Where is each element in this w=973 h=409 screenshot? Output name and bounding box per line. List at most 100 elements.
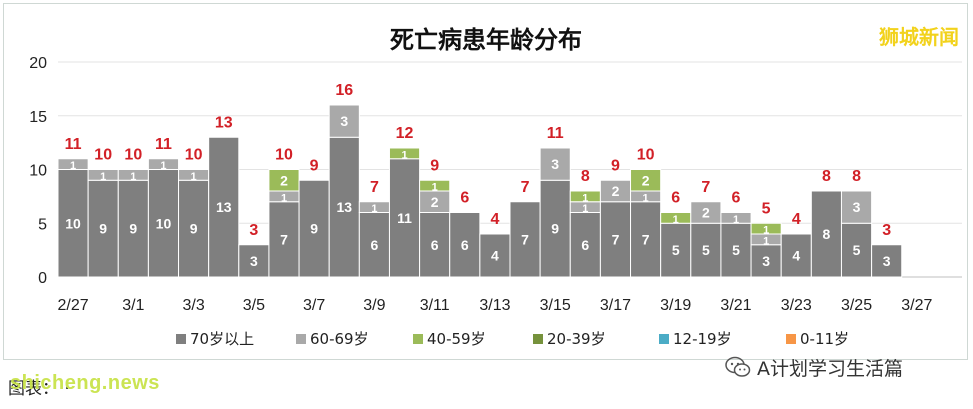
bar-value-label: 10 <box>65 215 81 231</box>
bar-value-label: 2 <box>431 194 439 210</box>
bar-total-label: 3 <box>882 222 891 239</box>
x-tick-label: 3/7 <box>303 297 325 314</box>
bar-segment <box>660 222 692 278</box>
bar-total-label: 5 <box>762 200 771 217</box>
y-tick-label: 20 <box>29 55 47 72</box>
bar-value-label: 3 <box>762 253 770 269</box>
x-tick-label: 3/11 <box>420 297 450 314</box>
bar-total-label: 8 <box>822 168 831 185</box>
bar-segment <box>780 233 812 278</box>
x-tick-label: 3/23 <box>781 297 812 314</box>
bar-total-label: 8 <box>581 168 590 185</box>
bar-value-label: 1 <box>733 214 739 226</box>
bar-value-label: 3 <box>551 156 559 172</box>
bar-segment <box>388 158 421 278</box>
legend-label: 12-19岁 <box>673 330 732 348</box>
bar-value-label: 7 <box>521 231 529 247</box>
bar-total-label: 9 <box>430 157 439 174</box>
bar-value-label: 5 <box>702 242 710 258</box>
bar-value-label: 1 <box>582 203 588 215</box>
legend-item: 12-19岁 <box>659 330 732 348</box>
bar-segment <box>720 222 752 278</box>
x-tick-label: 3/13 <box>479 297 510 314</box>
bar-value-label: 9 <box>551 221 559 237</box>
bar-value-label: 2 <box>612 183 620 199</box>
bar-segment <box>720 212 752 224</box>
bar-segment <box>690 222 722 278</box>
bar-value-label: 5 <box>853 242 861 258</box>
bar-value-label: 1 <box>371 203 377 215</box>
wechat-icon <box>725 356 751 377</box>
bar-total-label: 10 <box>637 147 655 164</box>
chart: 死亡病患年龄分布 狮城新闻0510152010111911091101011191… <box>29 25 962 348</box>
legend-swatch <box>176 334 186 344</box>
bar-segment <box>630 169 662 192</box>
bar-value-label: 1 <box>432 182 438 194</box>
bar-value-label: 4 <box>792 248 800 264</box>
bar-value-label: 11 <box>397 210 412 226</box>
bar-value-label: 1 <box>401 149 407 161</box>
bar-segment <box>539 147 571 181</box>
x-tick-label: 3/5 <box>243 297 265 314</box>
bar-segment <box>599 201 632 278</box>
bar-segment <box>328 136 360 278</box>
bar-value-label: 1 <box>160 160 166 172</box>
bar-segment <box>509 201 541 278</box>
bar-total-label: 7 <box>521 179 530 196</box>
bar-segment <box>871 244 903 278</box>
legend-item: 70岁以上 <box>176 330 254 348</box>
bar-value-label: 10 <box>156 215 172 231</box>
bar-segment <box>810 190 842 278</box>
bar-total-label: 9 <box>310 157 319 174</box>
bar-value-label: 9 <box>129 221 137 237</box>
bar-total-label: 10 <box>124 147 142 164</box>
bar-segment <box>569 212 601 278</box>
legend-label: 20-39岁 <box>547 330 606 348</box>
legend-item: 40-59岁 <box>413 330 486 348</box>
caption-tail: · <box>64 379 70 399</box>
y-tick-label: 5 <box>38 216 47 233</box>
bar-total-label: 4 <box>490 211 499 228</box>
bar-segment <box>419 179 451 192</box>
bar-segment <box>57 158 89 170</box>
bar-value-label: 7 <box>280 231 288 247</box>
bar-total-label: 10 <box>185 147 203 164</box>
bar-value-label: 1 <box>281 192 287 204</box>
x-tick-label: 3/9 <box>363 297 385 314</box>
x-tick-label: 2/27 <box>57 297 88 314</box>
legend-swatch <box>533 334 543 344</box>
bar-segment <box>298 179 330 278</box>
bar-total-label: 6 <box>732 190 741 207</box>
x-tick-label: 3/15 <box>540 297 571 314</box>
x-tick-label: 3/19 <box>660 297 691 314</box>
bar-value-label: 1 <box>130 171 136 183</box>
y-tick-label: 15 <box>29 109 47 126</box>
bar-total-label: 12 <box>396 125 414 142</box>
legend-swatch <box>659 334 669 344</box>
bar-total-label: 6 <box>460 190 469 207</box>
bar-total-label: 13 <box>215 114 233 131</box>
watermark-logo: 狮城新闻 <box>879 25 959 49</box>
bar-value-label: 13 <box>216 199 232 215</box>
bar-total-label: 4 <box>792 211 801 228</box>
bar-value-label: 3 <box>340 113 348 129</box>
bar-value-label: 3 <box>853 199 861 215</box>
bar-segment <box>630 201 662 278</box>
bar-value-label: 6 <box>461 237 469 253</box>
bar-segment <box>238 244 270 278</box>
bar-value-label: 1 <box>673 214 679 226</box>
bar-segment <box>57 169 89 278</box>
legend-item: 20-39岁 <box>533 330 606 348</box>
bar-value-label: 1 <box>191 171 197 183</box>
bar-value-label: 7 <box>612 231 620 247</box>
legend-label: 40-59岁 <box>427 330 486 348</box>
legend-label: 60-69岁 <box>310 330 369 348</box>
legend-item: 0-11岁 <box>786 330 849 348</box>
bar-value-label: 3 <box>883 253 891 269</box>
bar-value-label: 1 <box>763 225 769 237</box>
x-tick-label: 3/21 <box>720 297 751 314</box>
bar-value-label: 2 <box>642 172 650 188</box>
bar-total-label: 3 <box>249 222 258 239</box>
bar-segment <box>208 136 240 278</box>
bar-total-label: 16 <box>335 82 353 99</box>
